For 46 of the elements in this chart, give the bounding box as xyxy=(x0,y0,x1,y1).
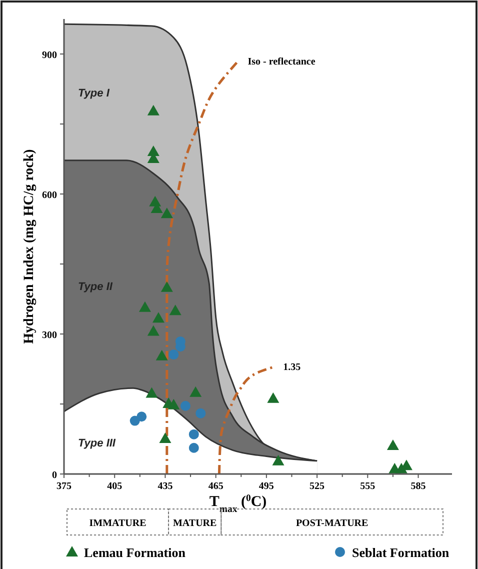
point xyxy=(160,208,173,218)
point xyxy=(386,440,399,450)
x-tick-label: 465 xyxy=(208,481,224,492)
x-tick-label: 405 xyxy=(107,481,122,492)
point xyxy=(152,312,164,323)
x-tick-label: 585 xyxy=(410,481,426,492)
point xyxy=(147,325,160,336)
point xyxy=(160,281,173,292)
point xyxy=(272,454,284,466)
y-tick-label: 0 xyxy=(52,470,57,481)
line-series xyxy=(218,366,274,476)
y-axis-title: Hydrogen Index (mg HC/g rock) xyxy=(22,148,37,344)
point xyxy=(190,386,202,397)
legend-label: Lemau Formation xyxy=(84,545,186,560)
y-tick-label: 300 xyxy=(42,330,57,341)
point xyxy=(180,400,190,411)
line-series xyxy=(166,60,240,476)
y-tick-label: 600 xyxy=(42,190,57,201)
series-label: Type II xyxy=(78,280,114,293)
point xyxy=(136,412,147,422)
series-label: 1.35 xyxy=(283,362,301,374)
text: IMMATURE xyxy=(89,518,147,529)
legend-label: Seblat Formation xyxy=(352,545,450,560)
point xyxy=(168,350,179,360)
x-tick-label: 435 xyxy=(158,481,173,492)
point xyxy=(138,301,151,312)
text: POST-MATURE xyxy=(296,518,369,529)
point xyxy=(188,429,199,440)
series-label: Type I xyxy=(78,87,110,100)
x-tick-label: 495 xyxy=(258,481,274,492)
point xyxy=(196,408,206,418)
point xyxy=(147,104,160,116)
point xyxy=(146,387,158,398)
series-label: Type III xyxy=(78,438,116,450)
point xyxy=(169,304,182,316)
point xyxy=(168,398,180,410)
point xyxy=(156,350,168,360)
x-tick-label: 375 xyxy=(56,481,72,492)
point xyxy=(188,442,199,453)
text: MATURE xyxy=(172,518,218,529)
x-tick-label: 555 xyxy=(360,481,376,492)
point xyxy=(159,432,172,444)
y-tick-label: 900 xyxy=(42,50,57,61)
series-label: Iso - reflectance xyxy=(248,56,316,68)
point xyxy=(267,392,280,403)
x-tick-label: 525 xyxy=(310,481,325,492)
